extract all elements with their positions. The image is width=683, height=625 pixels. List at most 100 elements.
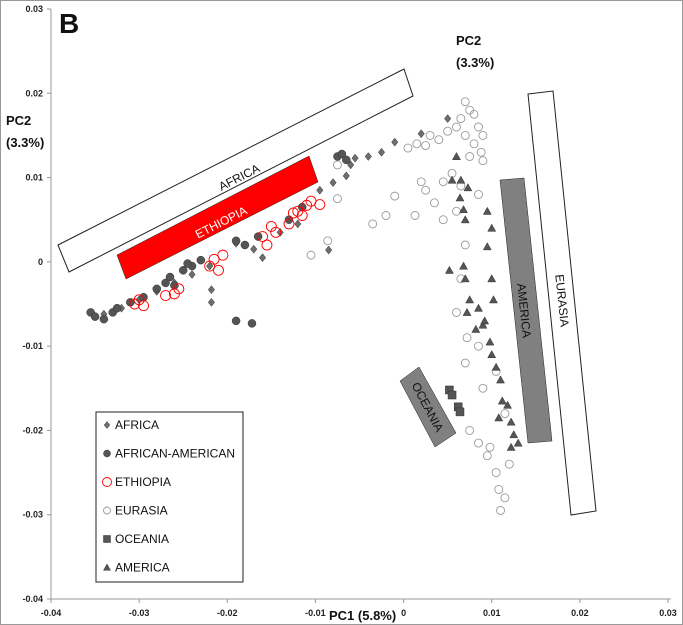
data-point-african-american — [240, 240, 250, 250]
data-point-eurasia — [452, 206, 461, 216]
data-point-eurasia — [500, 493, 510, 503]
data-point-africa — [207, 297, 215, 307]
data-point-african-american — [99, 314, 109, 324]
data-point-ethiopia — [292, 205, 304, 217]
data-point-america — [465, 295, 475, 304]
data-point-ethiopia — [296, 210, 308, 221]
data-point-african-american — [161, 278, 170, 288]
data-point-america — [487, 223, 497, 232]
data-point-america — [480, 316, 490, 325]
annotation-oceania: OCEANIA — [399, 366, 457, 448]
data-point-africa — [316, 185, 324, 195]
series-eurasia — [306, 97, 514, 515]
legend-label: AMERICA — [115, 561, 170, 575]
data-point-african-american — [183, 259, 192, 268]
data-point-africa — [259, 253, 267, 263]
data-point-america — [462, 307, 472, 316]
data-point-african-american — [253, 232, 263, 241]
pc2-axis-label: PC2 — [456, 33, 481, 48]
data-point-eurasia — [474, 341, 483, 351]
y-tick-label: -0.02 — [22, 425, 43, 435]
panel-label: B — [59, 8, 79, 39]
data-point-ethiopia — [138, 300, 150, 312]
data-point-america — [494, 413, 504, 422]
legend-label: AFRICAN-AMERICAN — [115, 447, 235, 461]
legend-item-african-american: AFRICAN-AMERICAN — [103, 447, 235, 461]
data-point-africa — [207, 285, 215, 295]
data-point-eurasia — [421, 185, 431, 195]
x-axis-title: PC1 (5.8%) — [329, 608, 396, 623]
data-point-america — [459, 205, 468, 214]
data-point-america — [491, 362, 501, 371]
data-point-ethiopia — [270, 226, 282, 238]
data-point-eurasia — [425, 130, 435, 140]
x-tick-label: -0.04 — [41, 608, 62, 618]
x-tick-label: 0.01 — [483, 608, 501, 618]
data-point-african-american — [231, 316, 241, 326]
data-point-africa — [294, 219, 302, 229]
data-point-america — [485, 337, 495, 346]
data-point-eurasia — [460, 358, 470, 368]
data-point-eurasia — [474, 122, 483, 132]
data-point-ethiopia — [257, 231, 268, 243]
legend-marker-african-american — [103, 449, 111, 458]
data-point-america — [513, 438, 523, 447]
data-point-america — [482, 242, 492, 251]
data-point-ethiopia — [208, 253, 220, 265]
y-tick-label: -0.01 — [22, 341, 43, 351]
x-tick-label: 0.03 — [659, 608, 677, 618]
data-point-america — [503, 400, 513, 409]
series-ethiopia — [129, 195, 326, 312]
data-point-eurasia — [469, 139, 479, 149]
legend-item-america: AMERICA — [103, 561, 170, 575]
x-tick-label: 0.02 — [571, 608, 589, 618]
y-tick-label: 0 — [38, 257, 43, 267]
data-point-african-american — [337, 149, 347, 159]
data-point-ethiopia — [160, 290, 172, 302]
data-point-america — [455, 193, 465, 202]
data-point-eurasia — [494, 484, 504, 494]
data-point-ethiopia — [133, 294, 145, 306]
legend-label: ETHIOPIA — [115, 475, 171, 489]
data-point-eurasia — [465, 425, 475, 435]
data-point-africa — [188, 270, 196, 279]
data-point-ethiopia — [283, 218, 295, 230]
data-point-america — [447, 175, 457, 184]
data-point-eurasia — [438, 177, 448, 187]
data-point-africa — [276, 227, 284, 237]
data-point-african-american — [152, 284, 162, 294]
data-point-eurasia — [460, 130, 470, 140]
annotation-eurasia: EURASIA — [527, 90, 597, 516]
x-tick-label: -0.03 — [129, 608, 150, 618]
data-point-eurasia — [452, 122, 461, 132]
data-point-eurasia — [429, 198, 439, 208]
data-point-african-american — [247, 319, 257, 328]
data-point-eurasia — [434, 135, 444, 145]
data-point-oceania — [455, 407, 465, 417]
data-point-ethiopia — [261, 239, 273, 251]
data-point-eurasia — [478, 383, 488, 393]
data-point-african-american — [165, 272, 175, 282]
series-oceania — [445, 385, 465, 417]
data-point-america — [452, 151, 461, 160]
data-point-africa — [417, 129, 425, 139]
data-point-african-american — [170, 281, 179, 290]
legend-marker-oceania — [103, 535, 111, 543]
data-point-eurasia — [485, 442, 495, 452]
x-tick-label: -0.02 — [217, 608, 238, 618]
data-point-eurasia — [438, 215, 448, 225]
data-point-ethiopia — [217, 249, 229, 261]
data-point-africa — [378, 147, 386, 157]
data-point-ethiopia — [129, 298, 141, 310]
legend-marker-ethiopia — [102, 477, 112, 487]
data-point-african-american — [231, 236, 241, 246]
y-tick-label: 0.02 — [25, 88, 43, 98]
legend-label: OCEANIA — [115, 532, 169, 546]
legend-item-eurasia: EURASIA — [103, 504, 168, 518]
data-point-african-american — [90, 312, 100, 321]
data-point-ethiopia — [173, 283, 185, 295]
x-tick-label: 0 — [401, 608, 406, 618]
data-point-eurasia — [465, 105, 475, 115]
data-point-eurasia — [390, 191, 400, 201]
